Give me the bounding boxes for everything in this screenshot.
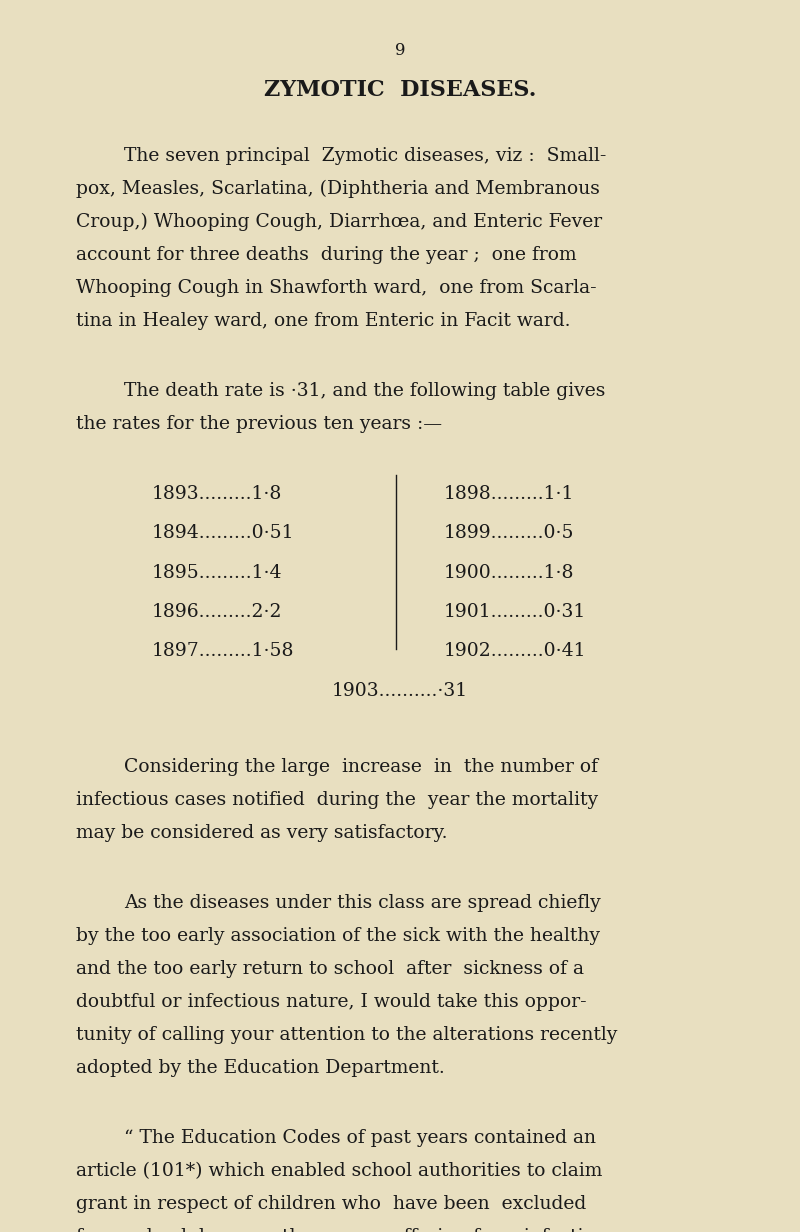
Text: The seven principal  Zymotic diseases, viz :  Small-: The seven principal Zymotic diseases, vi… [124, 147, 606, 165]
Text: 1896.........2·2: 1896.........2·2 [152, 602, 282, 621]
Text: tina in Healey ward, one from Enteric in Facit ward.: tina in Healey ward, one from Enteric in… [76, 312, 570, 330]
Text: 1894.........0·51: 1894.........0·51 [152, 524, 294, 542]
Text: ZYMOTIC  DISEASES.: ZYMOTIC DISEASES. [264, 79, 536, 101]
Text: 1897.........1·58: 1897.........1·58 [152, 642, 294, 660]
Text: The death rate is ·31, and the following table gives: The death rate is ·31, and the following… [124, 382, 606, 399]
Text: pox, Measles, Scarlatina, (Diphtheria and Membranous: pox, Measles, Scarlatina, (Diphtheria an… [76, 180, 600, 198]
Text: by the too early association of the sick with the healthy: by the too early association of the sick… [76, 928, 600, 945]
Text: 1901.........0·31: 1901.........0·31 [444, 602, 586, 621]
Text: 1900.........1·8: 1900.........1·8 [444, 563, 574, 582]
Text: account for three deaths  during the year ;  one from: account for three deaths during the year… [76, 245, 577, 264]
Text: 1898.........1·1: 1898.........1·1 [444, 484, 574, 503]
Text: 1902.........0·41: 1902.........0·41 [444, 642, 586, 660]
Text: 9: 9 [394, 42, 406, 59]
Text: doubtful or infectious nature, I would take this oppor-: doubtful or infectious nature, I would t… [76, 993, 586, 1011]
Text: from school, because they were suffering from infectious: from school, because they were suffering… [76, 1228, 616, 1232]
Text: 1899.........0·5: 1899.........0·5 [444, 524, 574, 542]
Text: tunity of calling your attention to the alterations recently: tunity of calling your attention to the … [76, 1026, 618, 1045]
Text: 1895.........1·4: 1895.........1·4 [152, 563, 282, 582]
Text: Considering the large  increase  in  the number of: Considering the large increase in the nu… [124, 758, 598, 776]
Text: Whooping Cough in Shawforth ward,  one from Scarla-: Whooping Cough in Shawforth ward, one fr… [76, 278, 597, 297]
Text: “ The Education Codes of past years contained an: “ The Education Codes of past years cont… [124, 1130, 596, 1147]
Text: 1903..........·31: 1903..........·31 [332, 681, 468, 700]
Text: As the diseases under this class are spread chiefly: As the diseases under this class are spr… [124, 894, 601, 912]
Text: article (101*) which enabled school authorities to claim: article (101*) which enabled school auth… [76, 1162, 602, 1180]
Text: adopted by the Education Department.: adopted by the Education Department. [76, 1060, 445, 1077]
Text: 1893.........1·8: 1893.........1·8 [152, 484, 282, 503]
Text: the rates for the previous ten years :—: the rates for the previous ten years :— [76, 415, 442, 432]
Text: Croup,) Whooping Cough, Diarrhœa, and Enteric Fever: Croup,) Whooping Cough, Diarrhœa, and En… [76, 213, 602, 230]
Text: grant in respect of children who  have been  excluded: grant in respect of children who have be… [76, 1195, 586, 1214]
Text: and the too early return to school  after  sickness of a: and the too early return to school after… [76, 960, 584, 978]
Text: infectious cases notified  during the  year the mortality: infectious cases notified during the yea… [76, 791, 598, 809]
Text: may be considered as very satisfactory.: may be considered as very satisfactory. [76, 824, 447, 843]
